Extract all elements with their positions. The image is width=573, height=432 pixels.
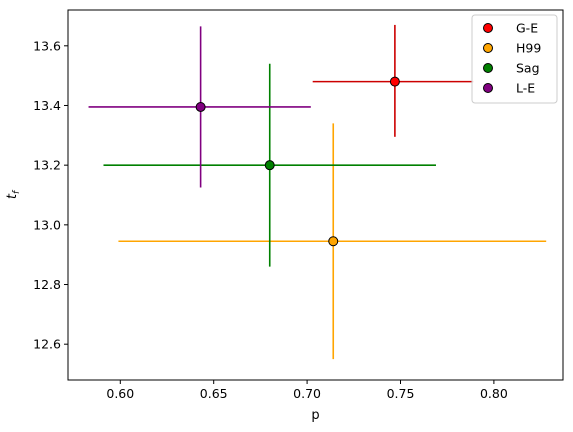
legend-marker-h99 xyxy=(483,43,493,53)
x-tick-label: 0.65 xyxy=(200,386,228,401)
legend-label-g-e: G-E xyxy=(516,21,538,36)
x-axis-ticks: 0.60 0.65 0.70 0.75 0.80 xyxy=(106,380,508,401)
y-tick-label: 13.0 xyxy=(33,217,61,232)
x-tick-label: 0.75 xyxy=(387,386,415,401)
legend-marker-g-e xyxy=(483,23,493,33)
point-sag xyxy=(264,160,275,171)
x-tick-label: 0.80 xyxy=(480,386,508,401)
y-axis-label: tf xyxy=(5,189,22,199)
legend-label-sag: Sag xyxy=(516,61,540,76)
point-g-e xyxy=(389,76,400,87)
data-points xyxy=(195,76,400,247)
y-tick-label: 13.6 xyxy=(33,38,61,53)
legend-marker-sag xyxy=(483,63,493,73)
y-tick-label: 12.6 xyxy=(33,337,61,352)
plot-frame xyxy=(67,9,564,381)
y-tick-label: 12.8 xyxy=(33,277,61,292)
legend-label-l-e: L-E xyxy=(516,81,535,96)
y-tick-label: 13.2 xyxy=(33,158,61,173)
point-l-e xyxy=(195,101,206,112)
legend-box xyxy=(471,14,558,104)
y-axis-ticks: 12.6 12.8 13.0 13.2 13.4 13.6 xyxy=(33,38,68,352)
point-h99 xyxy=(328,236,339,247)
legend-label-h99: H99 xyxy=(516,41,541,56)
x-tick-label: 0.60 xyxy=(106,386,134,401)
y-tick-label: 13.4 xyxy=(33,98,61,113)
legend: G-E H99 Sag L-E xyxy=(471,14,558,104)
x-tick-label: 0.70 xyxy=(293,386,321,401)
x-axis-label: p xyxy=(311,408,319,423)
legend-marker-l-e xyxy=(483,83,493,93)
